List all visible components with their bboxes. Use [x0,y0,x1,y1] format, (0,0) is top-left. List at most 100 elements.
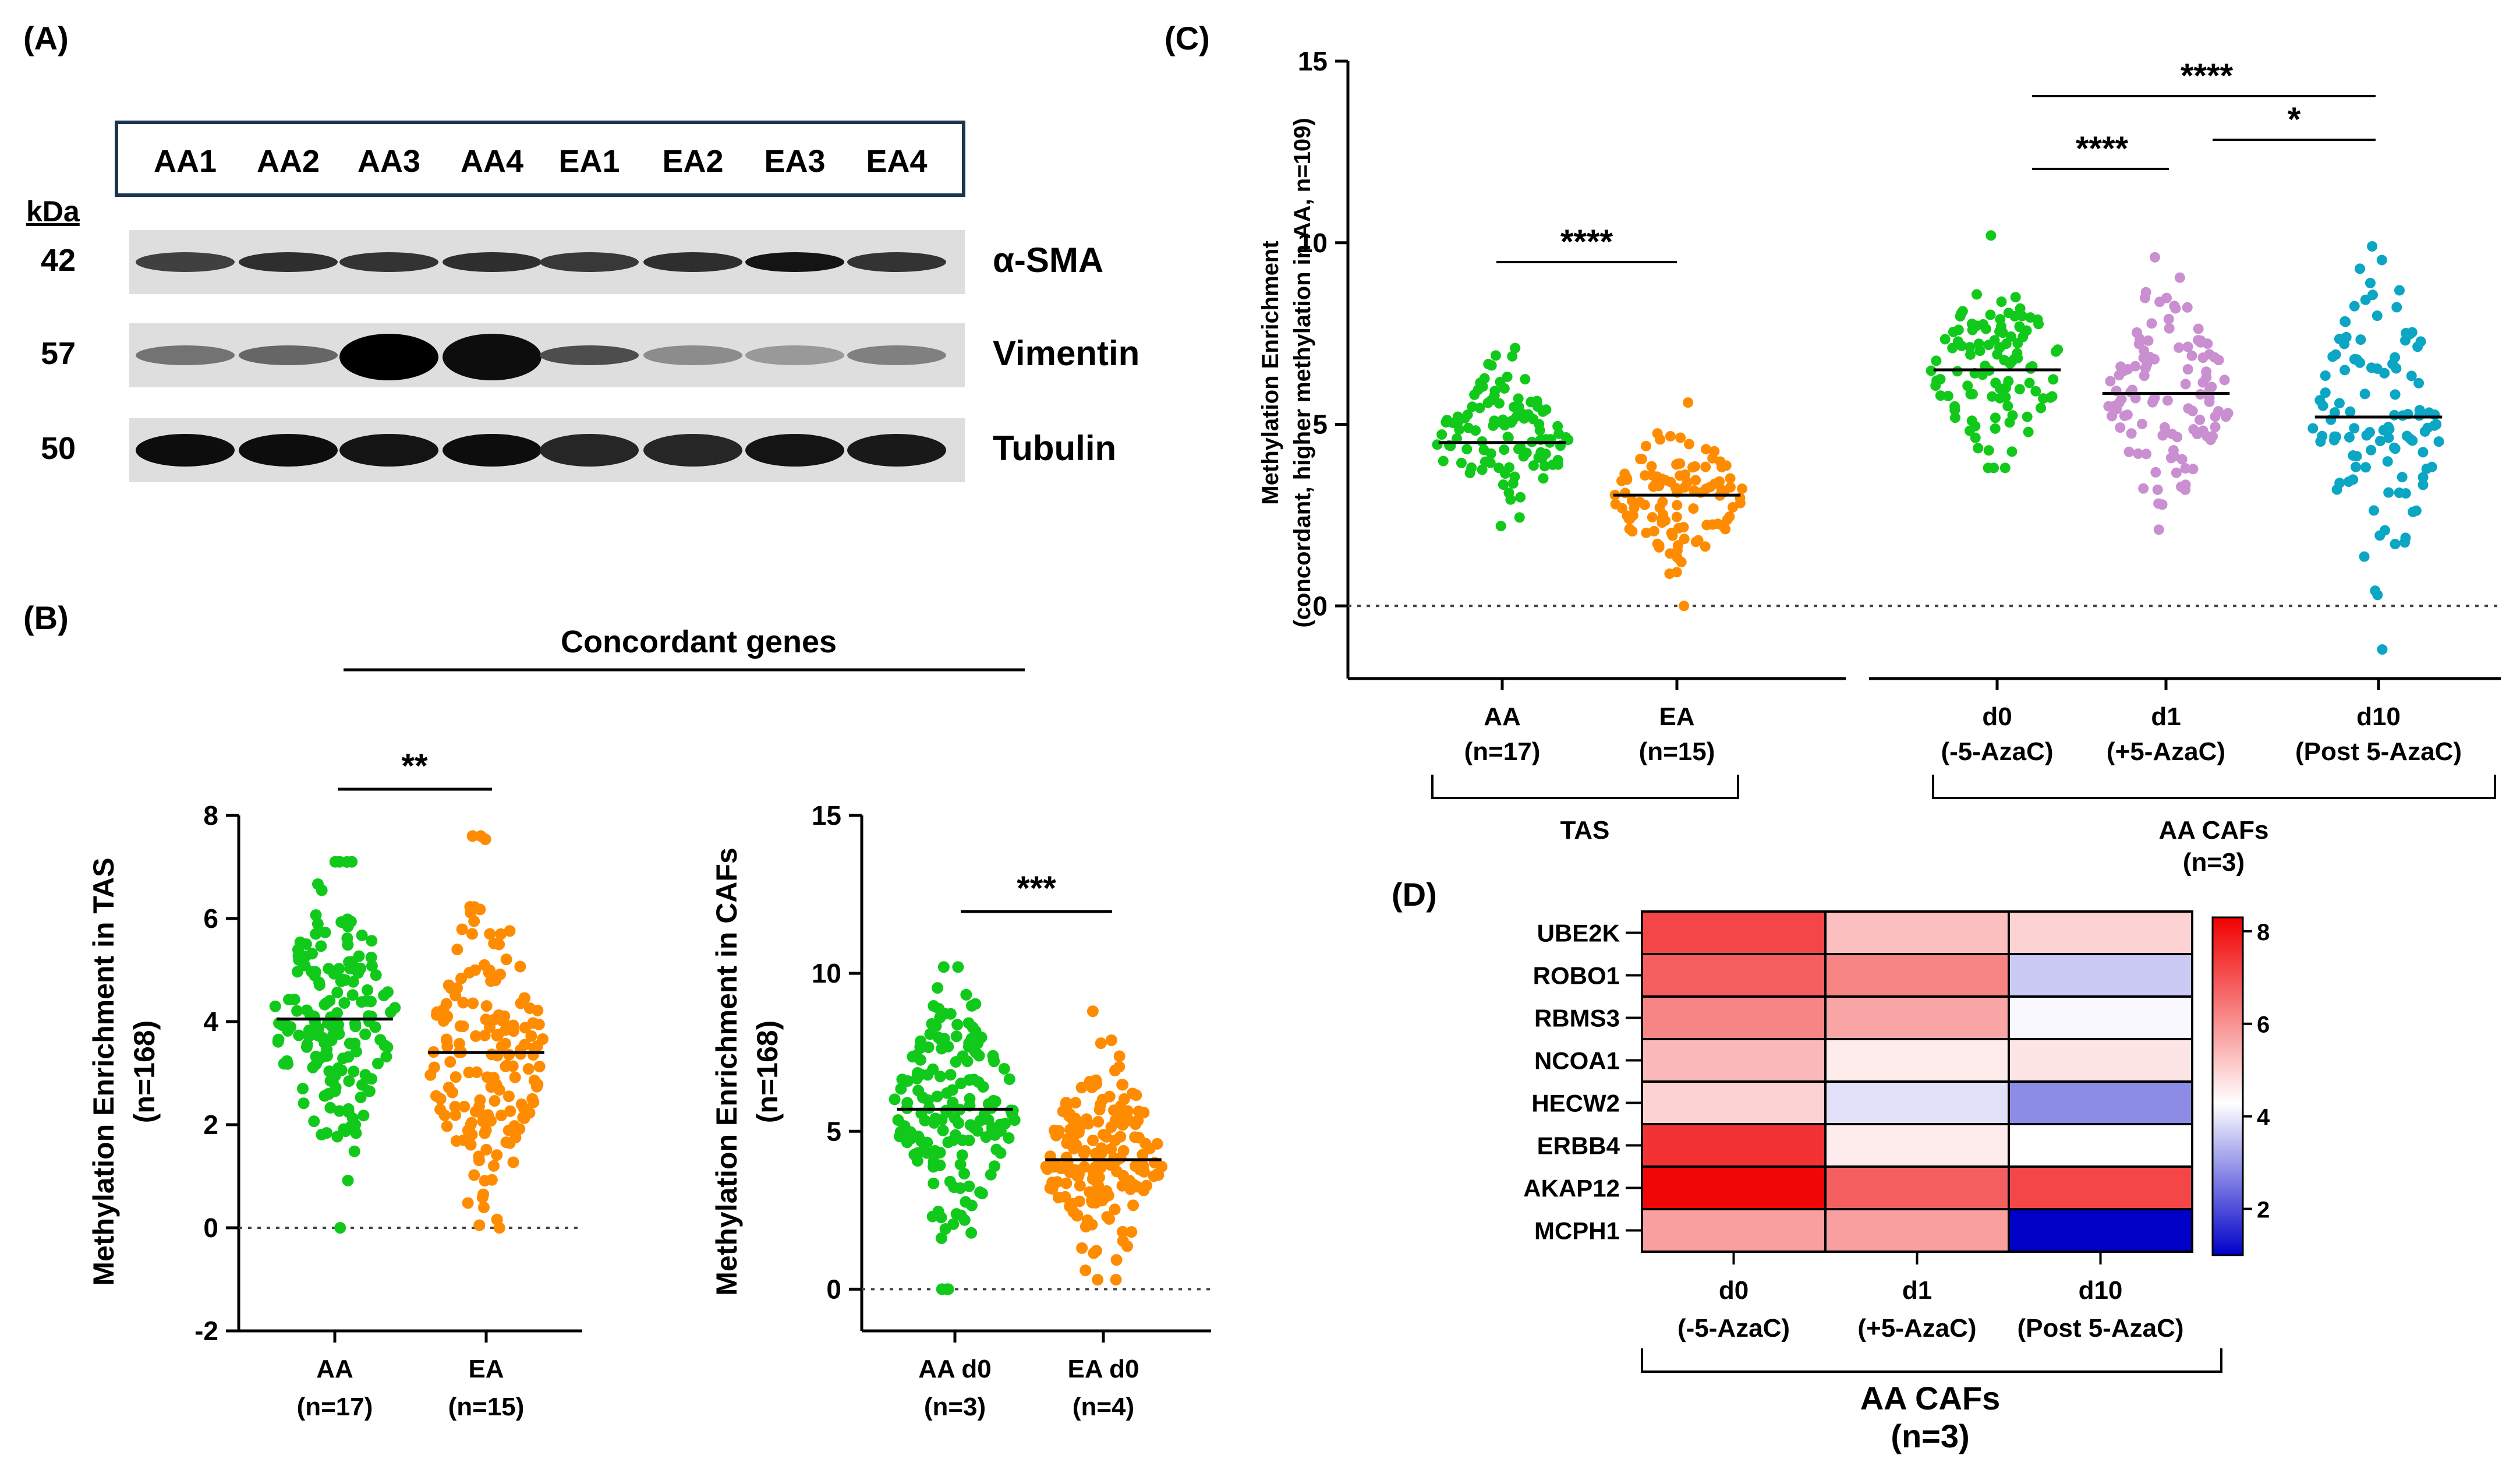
data-point [1100,1131,1112,1143]
data-point [2379,368,2390,379]
data-point [2374,436,2385,447]
category-label: AA [1484,702,1521,731]
data-point [366,1073,378,1085]
category-label: d0 [1982,702,2012,731]
data-point [2168,445,2179,456]
data-point [1060,1177,1073,1189]
data-point [2408,506,2419,517]
data-point [523,1107,536,1119]
data-point [922,1069,934,1081]
data-point [465,1139,477,1151]
color-scale-label: 2 [2257,1198,2270,1223]
data-point [2010,292,2021,303]
data-point [2320,370,2331,382]
data-point [1132,1105,1145,1118]
data-point [1105,1143,1117,1155]
data-point [2383,422,2394,433]
y-axis-label: Methylation Enrichment in TAS [87,857,120,1285]
data-point [2015,303,2026,314]
data-point [310,909,322,921]
data-point [1528,460,1539,471]
panel-d-heatmap: UBE2K ROBO1 RBMS3 NCOA1 HECW2 ERBB4 AKAP12 MCPH… [1523,910,2270,1454]
data-point [500,953,512,966]
data-point [922,1094,935,1106]
data-point [355,996,367,1008]
sample-label: AA3 [358,144,420,179]
data-point [939,1223,951,1235]
data-point [514,1123,526,1135]
data-point [1489,390,1500,401]
data-point [1724,511,1735,522]
data-point [1672,500,1683,511]
data-point [1995,321,2006,332]
data-point [1074,1179,1086,1192]
data-point [1673,522,1684,534]
blot-strips: 42 α-SMA 57 Vimentin 50 Tubulin [41,230,1139,482]
sample-label: EA1 [558,144,620,179]
data-point [1067,1206,1080,1218]
data-point [1700,461,1711,472]
data-point [466,928,478,940]
data-point [1540,448,1551,460]
data-point [430,1090,442,1102]
data-point [2397,472,2408,483]
data-point [484,928,496,940]
data-point [2130,361,2141,372]
heatmap-cell [1824,995,2010,1040]
data-point [369,1021,381,1033]
data-point [1995,342,2006,353]
data-point [1688,503,1699,514]
blot-kda-value: 57 [41,336,76,371]
category-label: EA [468,1355,504,1383]
y-axis-label-n: (n=168) [751,1020,784,1123]
heatmap-cell [1641,1165,1827,1210]
data-point [366,960,378,972]
data-point [500,1024,512,1036]
y-axis-label: Methylation Enrichment [1258,241,1283,504]
data-point [362,984,374,996]
data-point [450,1135,462,1147]
data-point [2030,386,2041,397]
data-point [2350,461,2361,472]
data-point [2206,382,2217,393]
data-point [2047,391,2058,402]
data-point [1652,538,1663,549]
data-point [2108,401,2119,412]
data-point [985,1168,997,1181]
data-point [1513,401,1524,412]
category-sublabel: (-5-AzaC) [1941,737,2053,766]
data-point [912,1085,925,1097]
data-point [2334,478,2345,489]
data-point [2382,456,2393,467]
data-point [1539,461,1550,472]
data-point [353,950,365,962]
data-point [495,1110,507,1122]
data-point [500,1136,512,1149]
data-point [1148,1170,1160,1182]
data-point [479,1127,491,1139]
data-point [2006,356,2018,367]
data-point [1990,423,2001,434]
data-point [1518,451,1529,462]
data-point [2351,451,2362,462]
data-point [458,1100,470,1112]
data-point [1051,1176,1063,1188]
sample-label: EA3 [764,144,825,179]
data-point [2222,408,2234,419]
data-point [465,1117,477,1129]
panel-a-western-blot: AA1 AA2 AA3 AA4 EA1 EA2 EA3 EA4 kDa 42 α-SMA 57 Vi… [26,121,1139,482]
data-point [895,1083,907,1095]
data-point [2366,444,2377,455]
data-point [1683,439,1694,450]
data-point [457,1020,469,1033]
data-point [1117,1145,1130,1157]
data-point [294,936,306,948]
data-point [1109,1203,1121,1216]
data-point [1725,482,1736,493]
data-point [486,1174,498,1186]
data-point [428,1061,440,1073]
blot-band [540,434,639,467]
data-point [1526,397,1537,408]
data-point [2130,393,2141,404]
data-point [1676,557,1687,568]
